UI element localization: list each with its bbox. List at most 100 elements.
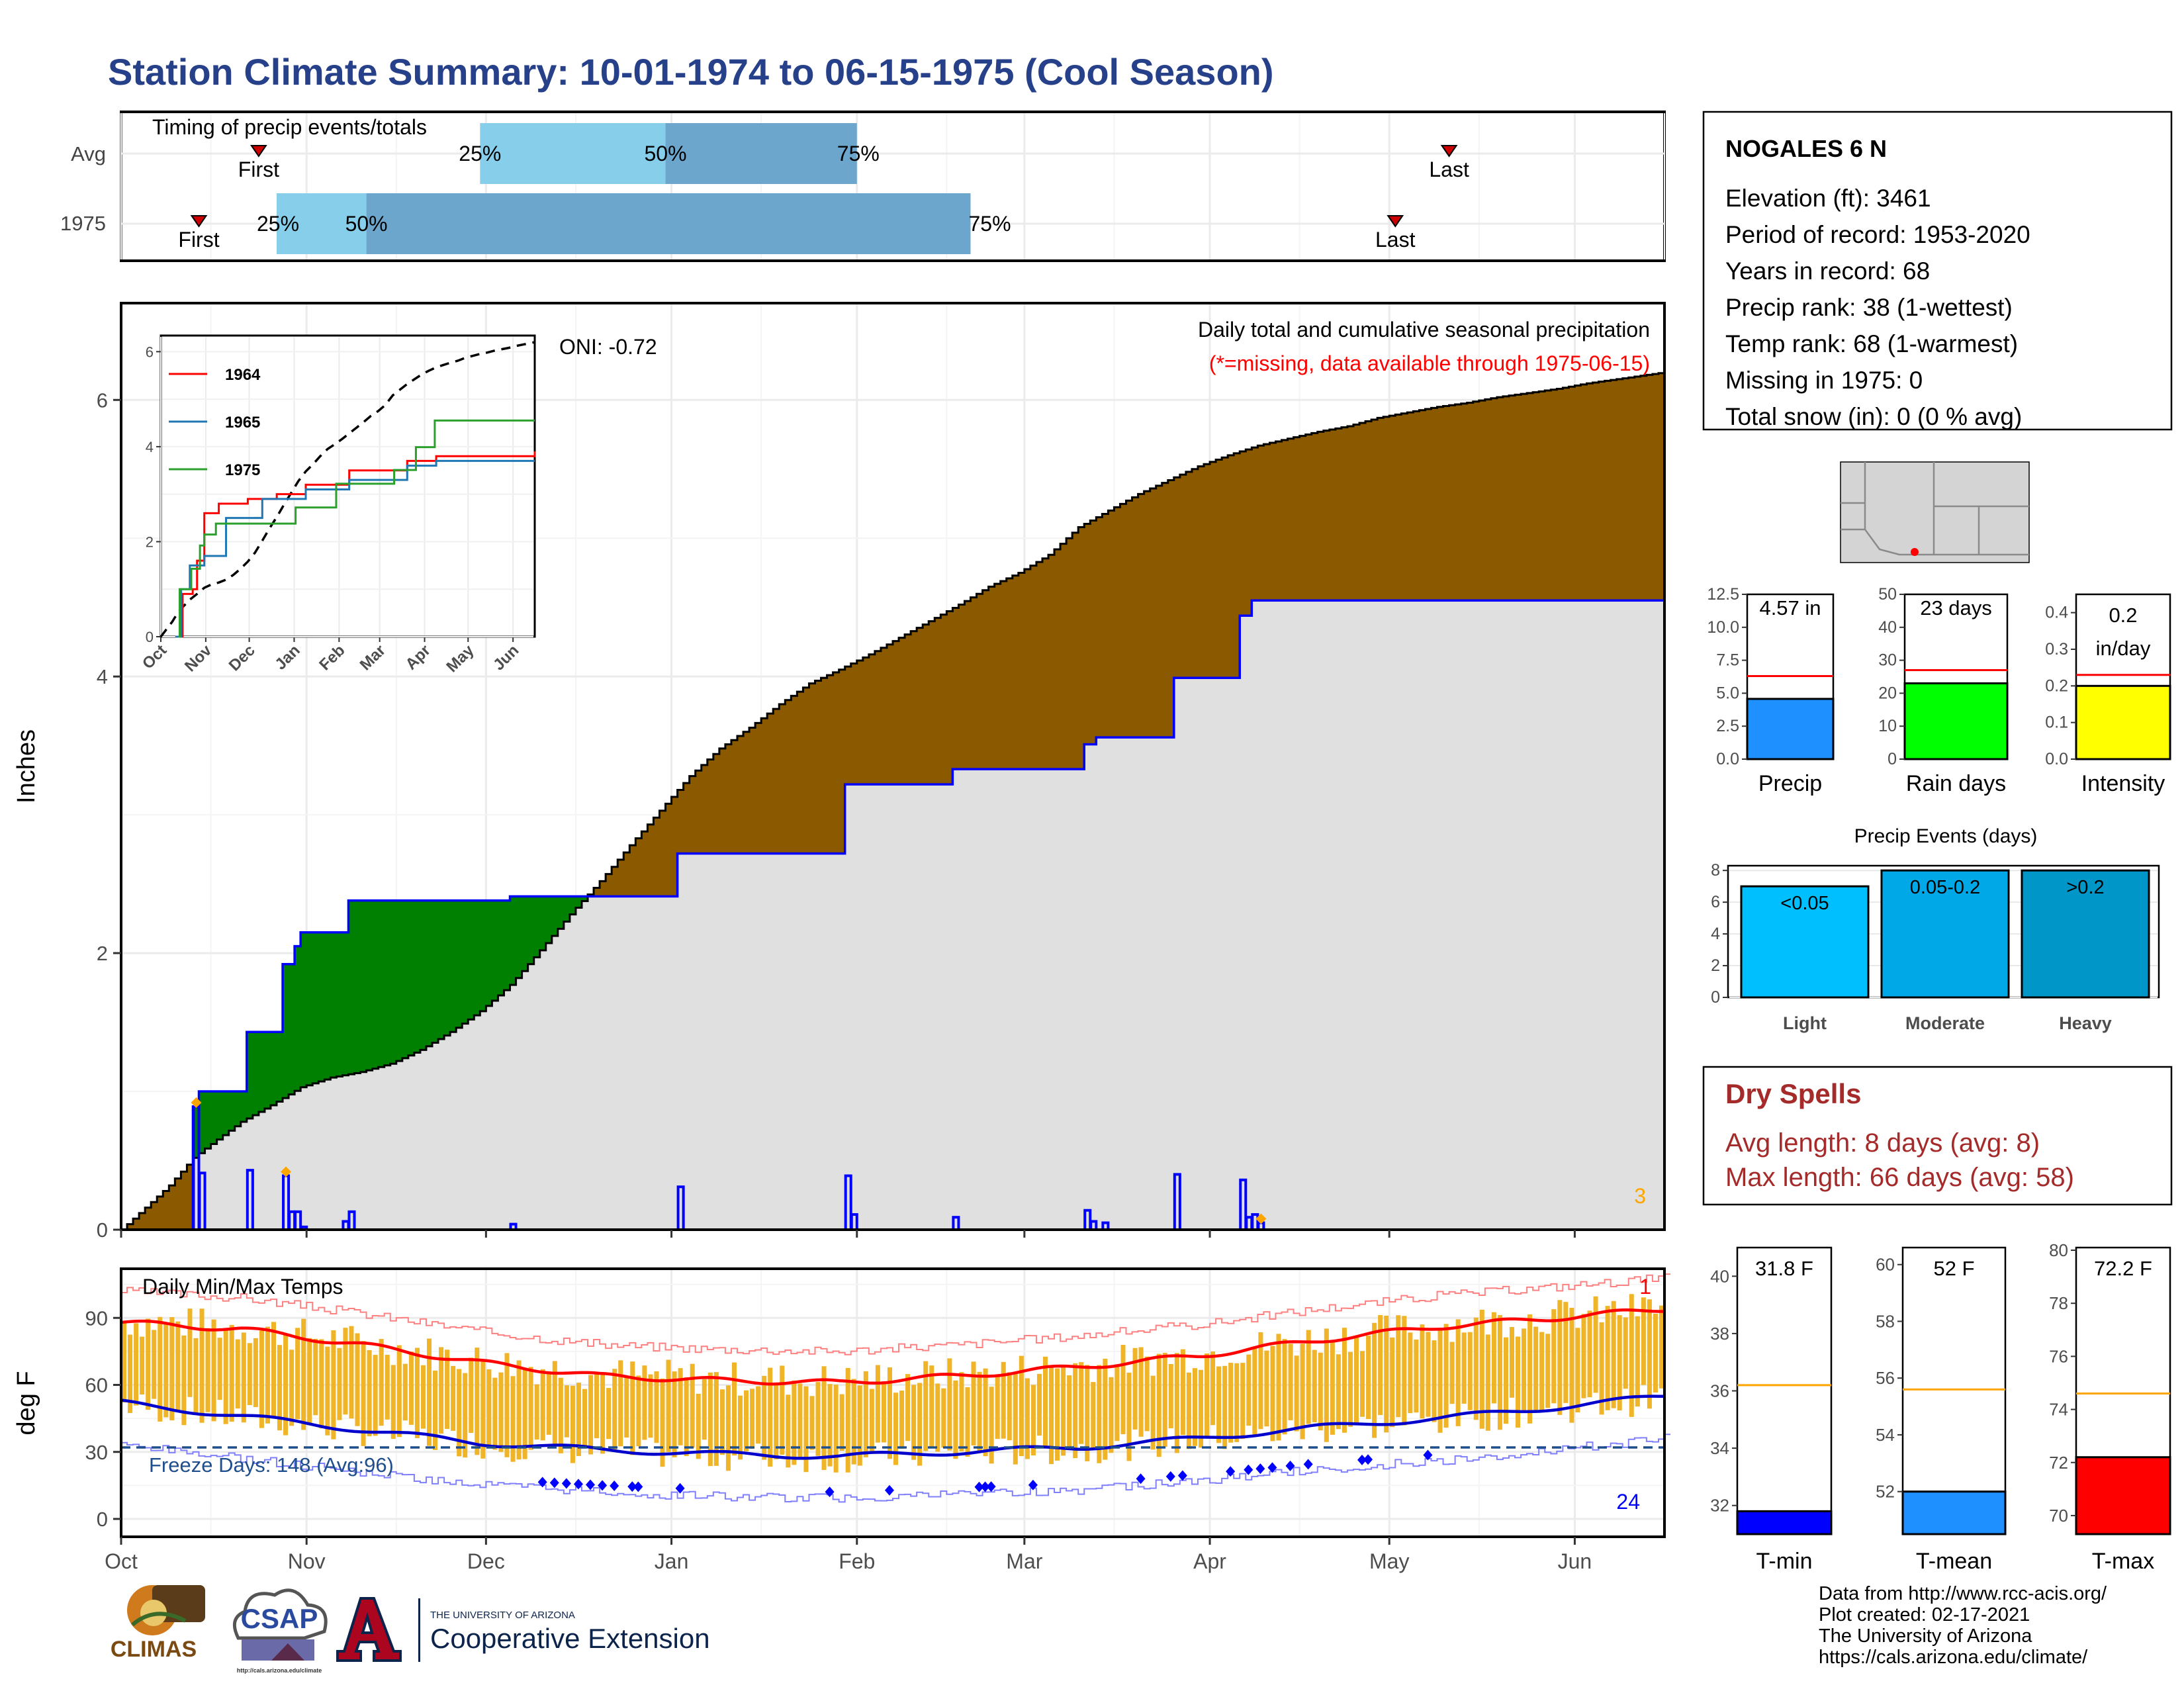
daily-temp-bar bbox=[953, 1380, 958, 1459]
below-average-gap bbox=[1275, 441, 1283, 601]
precip-events-ytick-label: 0 bbox=[1711, 988, 1720, 1007]
below-average-gap bbox=[683, 783, 690, 854]
daily-temp-bar bbox=[827, 1384, 833, 1467]
daily-temp-bar bbox=[713, 1372, 719, 1466]
daily-temp-bar bbox=[301, 1318, 306, 1430]
precip-axis: 0 2 4 6 Oct Nov Dec Jan Feb Mar Apr May Jun bbox=[97, 388, 1592, 1573]
daily-temp-bar bbox=[146, 1318, 151, 1410]
daily-temp-bar bbox=[163, 1322, 169, 1418]
mini-bar-ytick-label: 50 bbox=[1878, 585, 1897, 604]
temp-panel: 0 30 60 90 Daily Min/Max Temps Freeze Days:… bbox=[13, 1267, 1671, 1545]
daily-temp-bar bbox=[684, 1377, 689, 1457]
mini-bar-ytick-label: 5.0 bbox=[1716, 684, 1739, 702]
above-average-gap bbox=[330, 932, 337, 1078]
above-average-gap bbox=[312, 932, 319, 1083]
daily-temp-bar bbox=[899, 1391, 905, 1449]
daily-temp-bar bbox=[762, 1375, 767, 1460]
temp-summary-value-text: 31.8 F bbox=[1755, 1257, 1813, 1280]
daily-temp-bar bbox=[911, 1385, 917, 1460]
record-low-marker bbox=[675, 1483, 685, 1494]
daily-temp-bar bbox=[247, 1343, 252, 1405]
record-low-marker bbox=[1028, 1479, 1038, 1490]
timing-last-marker bbox=[1440, 145, 1458, 158]
missing-data-marker bbox=[281, 1166, 292, 1177]
mini-bar-ytick-label: 10 bbox=[1878, 717, 1897, 735]
below-average-gap bbox=[713, 754, 720, 854]
climas-logo: CLIMAS bbox=[111, 1585, 205, 1662]
below-average-gap bbox=[1222, 457, 1228, 678]
daily-temp-bar bbox=[893, 1393, 899, 1465]
above-average-gap bbox=[498, 900, 505, 996]
below-average-gap bbox=[1365, 421, 1372, 601]
below-average-gap bbox=[1484, 399, 1492, 601]
below-average-gap bbox=[1425, 409, 1432, 601]
daily-temp-bar bbox=[588, 1375, 594, 1455]
csap-logo-text: CSAP bbox=[241, 1603, 318, 1634]
below-average-gap bbox=[629, 845, 636, 897]
timing-label-25: 25% bbox=[257, 212, 299, 236]
below-average-gap bbox=[594, 888, 600, 897]
daily-temp-bar bbox=[923, 1361, 929, 1451]
daily-temp-bar bbox=[433, 1370, 438, 1450]
daily-temp-bar bbox=[678, 1368, 683, 1445]
below-average-gap bbox=[964, 601, 972, 770]
daily-temp-bar bbox=[480, 1361, 486, 1459]
daily-temp-bar bbox=[504, 1353, 510, 1457]
daily-temp-bar bbox=[983, 1368, 988, 1457]
above-average-gap bbox=[402, 900, 409, 1058]
daily-temp-bar bbox=[869, 1389, 874, 1453]
below-average-gap bbox=[976, 594, 983, 770]
inset-ytick-label: 4 bbox=[146, 439, 154, 455]
record-low-marker bbox=[1165, 1471, 1175, 1482]
daily-temp-bar bbox=[367, 1349, 372, 1437]
daily-temp-bar bbox=[1192, 1368, 1197, 1446]
above-average-gap bbox=[456, 900, 463, 1028]
above-average-gap bbox=[306, 932, 313, 1085]
daily-temp-bar bbox=[217, 1338, 222, 1400]
page-title: Station Climate Summary: 10-01-1974 to 0… bbox=[108, 51, 1274, 93]
daily-temp-bar bbox=[941, 1388, 946, 1448]
daily-temp-bar bbox=[750, 1389, 755, 1449]
above-average-gap bbox=[210, 1091, 218, 1144]
month-label-oct: Oct bbox=[105, 1549, 138, 1573]
daily-temp-bar bbox=[1545, 1334, 1551, 1408]
daily-temp-bar bbox=[1216, 1366, 1222, 1443]
mini-bar-ytick-label: 0.3 bbox=[2045, 640, 2068, 659]
missing-data-marker bbox=[1255, 1213, 1267, 1224]
below-average-gap bbox=[1299, 435, 1306, 601]
temp-summary-ytick-label: 38 bbox=[1710, 1324, 1729, 1344]
below-average-gap bbox=[677, 790, 684, 854]
station-line-elevation: Elevation (ft): 3461 bbox=[1725, 185, 1931, 212]
mini-bar-category-label: Intensity bbox=[2081, 771, 2165, 796]
temp-ytick-label: 60 bbox=[85, 1374, 108, 1397]
below-average-gap bbox=[1658, 373, 1665, 601]
below-average-gap bbox=[1389, 416, 1396, 601]
dry-spells-box: Dry Spells Avg length: 8 days (avg: 8) M… bbox=[1702, 1066, 2173, 1206]
below-average-gap bbox=[606, 874, 612, 897]
daily-temp-bar bbox=[1324, 1328, 1329, 1442]
daily-temp-bar bbox=[672, 1371, 677, 1457]
precip-ytick-label: 0 bbox=[97, 1218, 108, 1242]
daily-temp-bar bbox=[1270, 1346, 1275, 1441]
below-average-gap bbox=[1395, 414, 1402, 601]
daily-temp-bar bbox=[1168, 1364, 1173, 1429]
below-average-gap bbox=[1490, 398, 1498, 601]
daily-temp-bar bbox=[1557, 1300, 1563, 1415]
below-average-gap bbox=[917, 627, 923, 785]
below-average-gap bbox=[827, 675, 834, 854]
daily-temp-bar bbox=[1126, 1373, 1132, 1461]
daily-temp-bar bbox=[971, 1361, 976, 1445]
temp-summary-ytick-label: 34 bbox=[1710, 1438, 1729, 1458]
precip-annotation: Daily total and cumulative seasonal prec… bbox=[1198, 318, 1650, 342]
daily-temp-bar bbox=[1426, 1332, 1431, 1417]
below-average-gap bbox=[755, 723, 762, 854]
climas-logo-text: CLIMAS bbox=[111, 1637, 197, 1662]
daily-temp-bar bbox=[1073, 1363, 1078, 1459]
temp-summary-value-text: 72.2 F bbox=[2094, 1257, 2152, 1280]
daily-temp-bar bbox=[947, 1358, 952, 1451]
daily-temp-bar bbox=[995, 1375, 1000, 1440]
below-average-gap bbox=[1443, 406, 1450, 601]
mini-bar-ytick-label: 0.0 bbox=[1716, 750, 1739, 768]
precip-event-value-text: 0.05-0.2 bbox=[1910, 877, 1980, 898]
above-average-gap bbox=[384, 900, 391, 1066]
